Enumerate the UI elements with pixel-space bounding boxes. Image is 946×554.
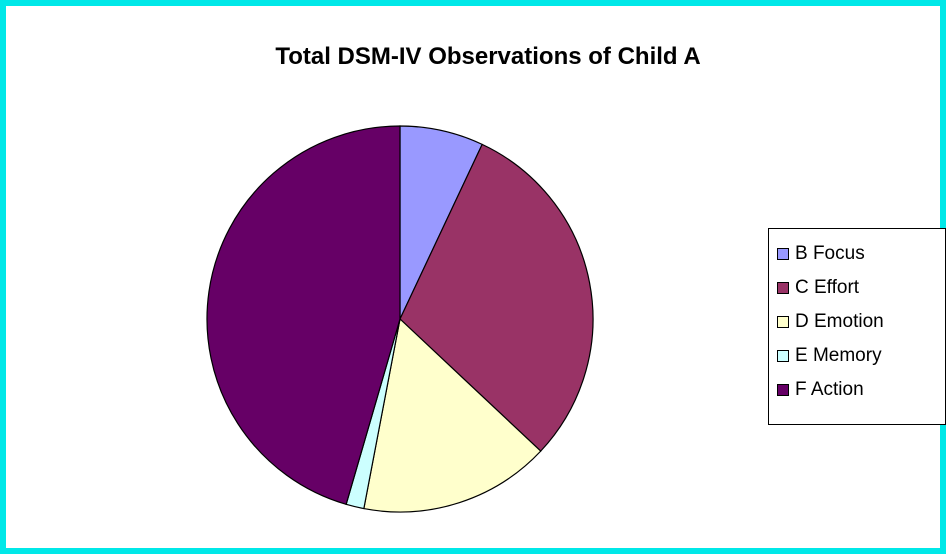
legend-swatch <box>777 316 789 328</box>
legend-label: B Focus <box>795 243 865 264</box>
legend: B Focus C Effort D Emotion E Memory F Action <box>768 228 946 425</box>
legend-item: D Emotion <box>769 305 945 339</box>
legend-swatch <box>777 350 789 362</box>
chart-title: Total DSM-IV Observations of Child A <box>275 43 701 70</box>
legend-item: B Focus <box>769 237 945 271</box>
legend-label: E Memory <box>795 345 882 366</box>
legend-label: D Emotion <box>795 311 884 332</box>
legend-label: F Action <box>795 379 864 400</box>
pie-slice-d-emotion <box>363 317 542 513</box>
legend-swatch <box>777 384 789 396</box>
legend-swatch <box>777 248 789 260</box>
pie-slice-c-effort <box>399 143 594 452</box>
legend-swatch <box>777 282 789 294</box>
pie-chart <box>206 125 594 513</box>
pie-slice-f-action <box>206 125 401 506</box>
chart-area: Total DSM-IV Observations of Child A B F… <box>6 6 946 548</box>
legend-label: C Effort <box>795 277 860 298</box>
legend-item: C Effort <box>769 271 945 305</box>
legend-item: E Memory <box>769 339 945 373</box>
legend-item: F Action <box>769 373 945 407</box>
